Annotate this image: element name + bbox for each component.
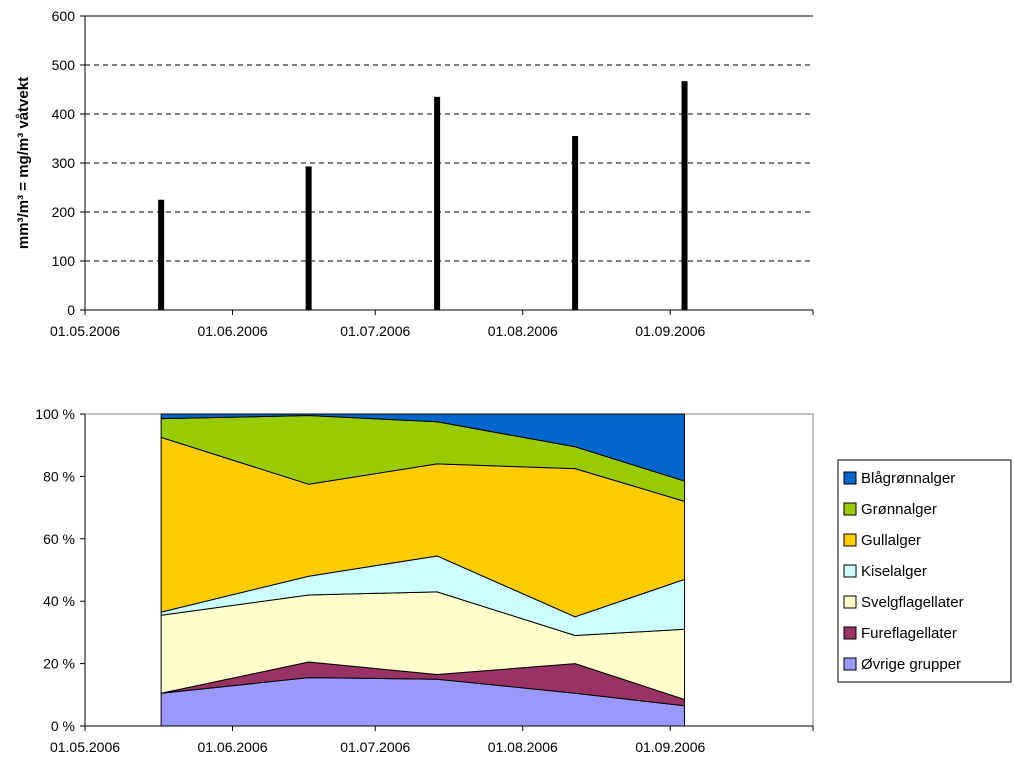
biomass-bar-3: [434, 96, 441, 310]
composition-x-tick-label: 01.07.2006: [340, 739, 410, 755]
biomass-bar-2: [305, 166, 312, 310]
biomass-y-tick-label: 0: [67, 302, 75, 318]
legend-swatch-Gullalger: [843, 533, 857, 547]
legend-swatch-Kiselalger: [843, 564, 857, 578]
composition-x-tick-label: 01.06.2006: [197, 739, 267, 755]
legend-swatch-Grønnalger: [843, 502, 857, 516]
biomass-y-axis-label: mm³/m³ = mg/m³ våtvekt: [15, 77, 32, 249]
biomass-chart: 0 100 200 300 400 500 600 01.05.2006 01.06.2006…: [15, 8, 814, 339]
composition-y-tick-label: 40 %: [43, 593, 75, 609]
composition-y-tick-labels: 0 % 20 % 40 % 60 % 80 % 100 %: [35, 406, 75, 734]
biomass-bars: [158, 81, 688, 310]
legend-label-Grønnalger: Grønnalger: [861, 501, 937, 518]
composition-y-tick-label: 20 %: [43, 656, 75, 672]
legend-swatch-Svelgflagellater: [843, 595, 857, 609]
biomass-x-tick-label: 01.06.2006: [197, 323, 267, 339]
biomass-gridlines: [85, 15, 813, 262]
biomass-y-tick-label: 300: [52, 155, 76, 171]
legend-label-Kiselalger: Kiselalger: [861, 563, 927, 580]
legend-swatch-Øvrige grupper: [843, 657, 857, 671]
biomass-y-tick-label: 500: [52, 57, 76, 73]
legend-label-Blågrønnalger: Blågrønnalger: [861, 470, 955, 487]
biomass-y-tick-labels: 0 100 200 300 400 500 600: [52, 8, 76, 318]
legend-swatch-Blågrønnalger: [843, 471, 857, 485]
legend-label-Gullalger: Gullalger: [861, 532, 921, 549]
composition-axes: [80, 413, 814, 731]
biomass-x-tick-labels: 01.05.2006 01.06.2006 01.07.2006 01.08.2006…: [50, 323, 706, 339]
biomass-x-tick-label: 01.08.2006: [488, 323, 558, 339]
legend-swatch-Fureflagellater: [843, 626, 857, 640]
composition-y-tick-label: 60 %: [43, 531, 75, 547]
composition-x-tick-label: 01.08.2006: [488, 739, 558, 755]
composition-x-tick-label: 01.09.2006: [635, 739, 705, 755]
composition-y-tick-label: 100 %: [35, 406, 75, 422]
biomass-x-tick-label: 01.05.2006: [50, 323, 120, 339]
composition-y-tick-label: 0 %: [51, 718, 75, 734]
composition-chart: 0 % 20 % 40 % 60 % 80 % 100 % 01.05.2006 01.06…: [35, 406, 1012, 755]
area-Blågrønnalger: [160, 413, 686, 482]
biomass-y-tick-label: 200: [52, 204, 76, 220]
biomass-x-tick-label: 01.09.2006: [635, 323, 705, 339]
legend-label-Svelgflagellater: Svelgflagellater: [861, 594, 964, 611]
composition-areas: [160, 413, 686, 727]
legend-label-Øvrige grupper: Øvrige grupper: [861, 656, 961, 673]
biomass-y-tick-label: 400: [52, 106, 76, 122]
biomass-y-tick-label: 600: [52, 8, 76, 24]
composition-x-tick-label: 01.05.2006: [50, 739, 120, 755]
biomass-axes: [80, 15, 814, 315]
legend-label-Fureflagellater: Fureflagellater: [861, 625, 957, 642]
biomass-bar-5: [681, 81, 688, 310]
biomass-x-tick-label: 01.07.2006: [340, 323, 410, 339]
biomass-y-tick-label: 100: [52, 253, 76, 269]
composition-y-tick-label: 80 %: [43, 468, 75, 484]
biomass-bar-1: [158, 199, 165, 310]
legend-box: [837, 459, 1012, 683]
biomass-bar-4: [572, 136, 579, 310]
composition-legend: Blågrønnalger Grønnalger Gullalger Kiselalg…: [837, 459, 1012, 683]
composition-x-tick-labels: 01.05.2006 01.06.2006 01.07.2006 01.08.2006…: [50, 739, 706, 755]
